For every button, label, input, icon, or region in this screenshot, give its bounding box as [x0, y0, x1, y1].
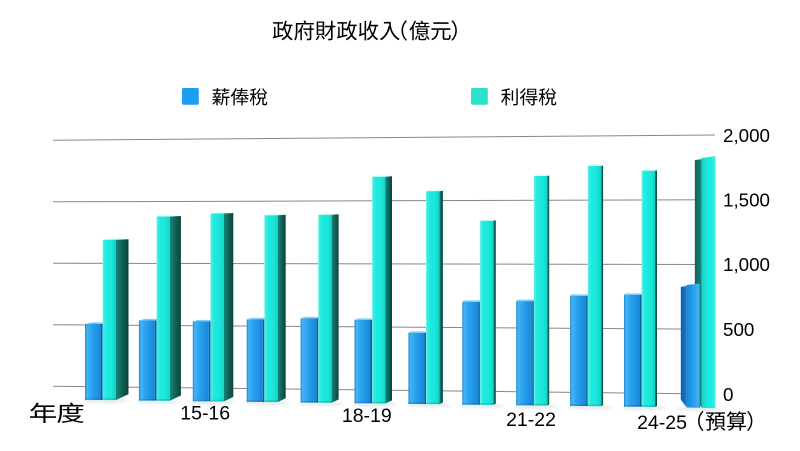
svg-text:21-22: 21-22 [506, 409, 556, 431]
svg-text:0: 0 [723, 384, 733, 405]
svg-text:18-19: 18-19 [342, 405, 392, 427]
svg-text:500: 500 [723, 319, 754, 340]
svg-text:24-25: 24-25 [637, 412, 687, 434]
svg-text:1,500: 1,500 [723, 190, 770, 211]
svg-text:15-16: 15-16 [180, 403, 230, 425]
svg-text:2,000: 2,000 [723, 125, 770, 146]
svg-text:1,000: 1,000 [723, 254, 770, 275]
